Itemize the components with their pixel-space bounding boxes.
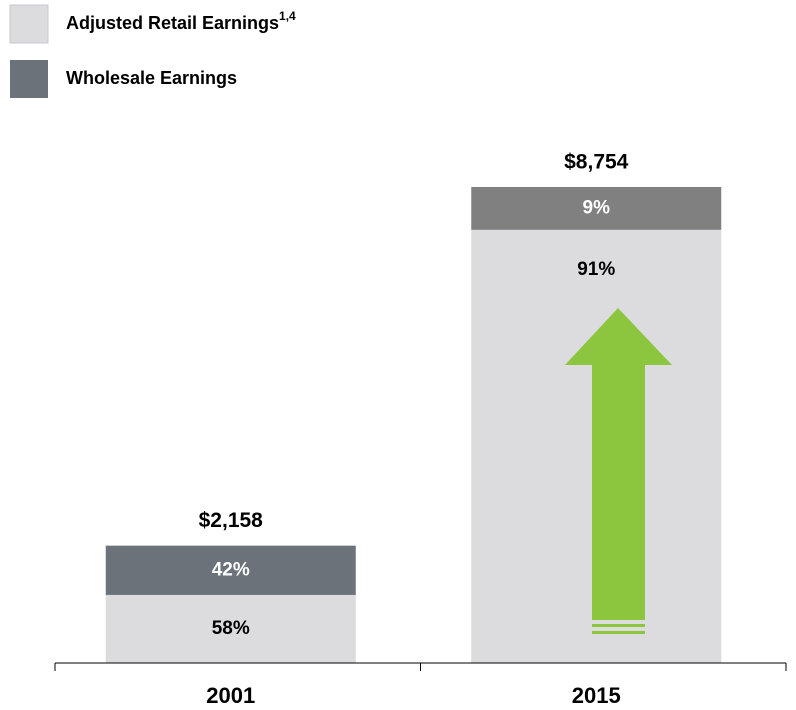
total-label: $8,754: [564, 151, 629, 174]
bar-segment: [471, 187, 722, 230]
legend-label: Wholesale Earnings: [66, 68, 237, 88]
legend-footnote: 1,4: [279, 9, 296, 23]
segment-label: 9%: [583, 197, 611, 218]
legend-swatch: [10, 60, 48, 98]
legend-label: Adjusted Retail Earnings1,4: [66, 9, 296, 33]
legend-name: Adjusted Retail Earnings: [66, 13, 279, 33]
growth-arrow: [565, 308, 672, 634]
segment-label: 42%: [212, 559, 250, 580]
arrow-shape: [565, 308, 672, 620]
legend-swatch: [9, 4, 49, 44]
segment-label: 58%: [212, 618, 250, 639]
x-tick-label: 2001: [206, 683, 255, 708]
legend-name: Wholesale Earnings: [66, 68, 237, 88]
bar-segment: [105, 545, 356, 595]
bar-segment: [105, 594, 356, 663]
arrow-stripe: [592, 624, 645, 627]
x-tick-label: 2015: [572, 683, 621, 708]
total-label: $2,158: [199, 509, 264, 532]
segment-label: 91%: [577, 259, 615, 280]
arrow-stripe: [592, 631, 645, 634]
